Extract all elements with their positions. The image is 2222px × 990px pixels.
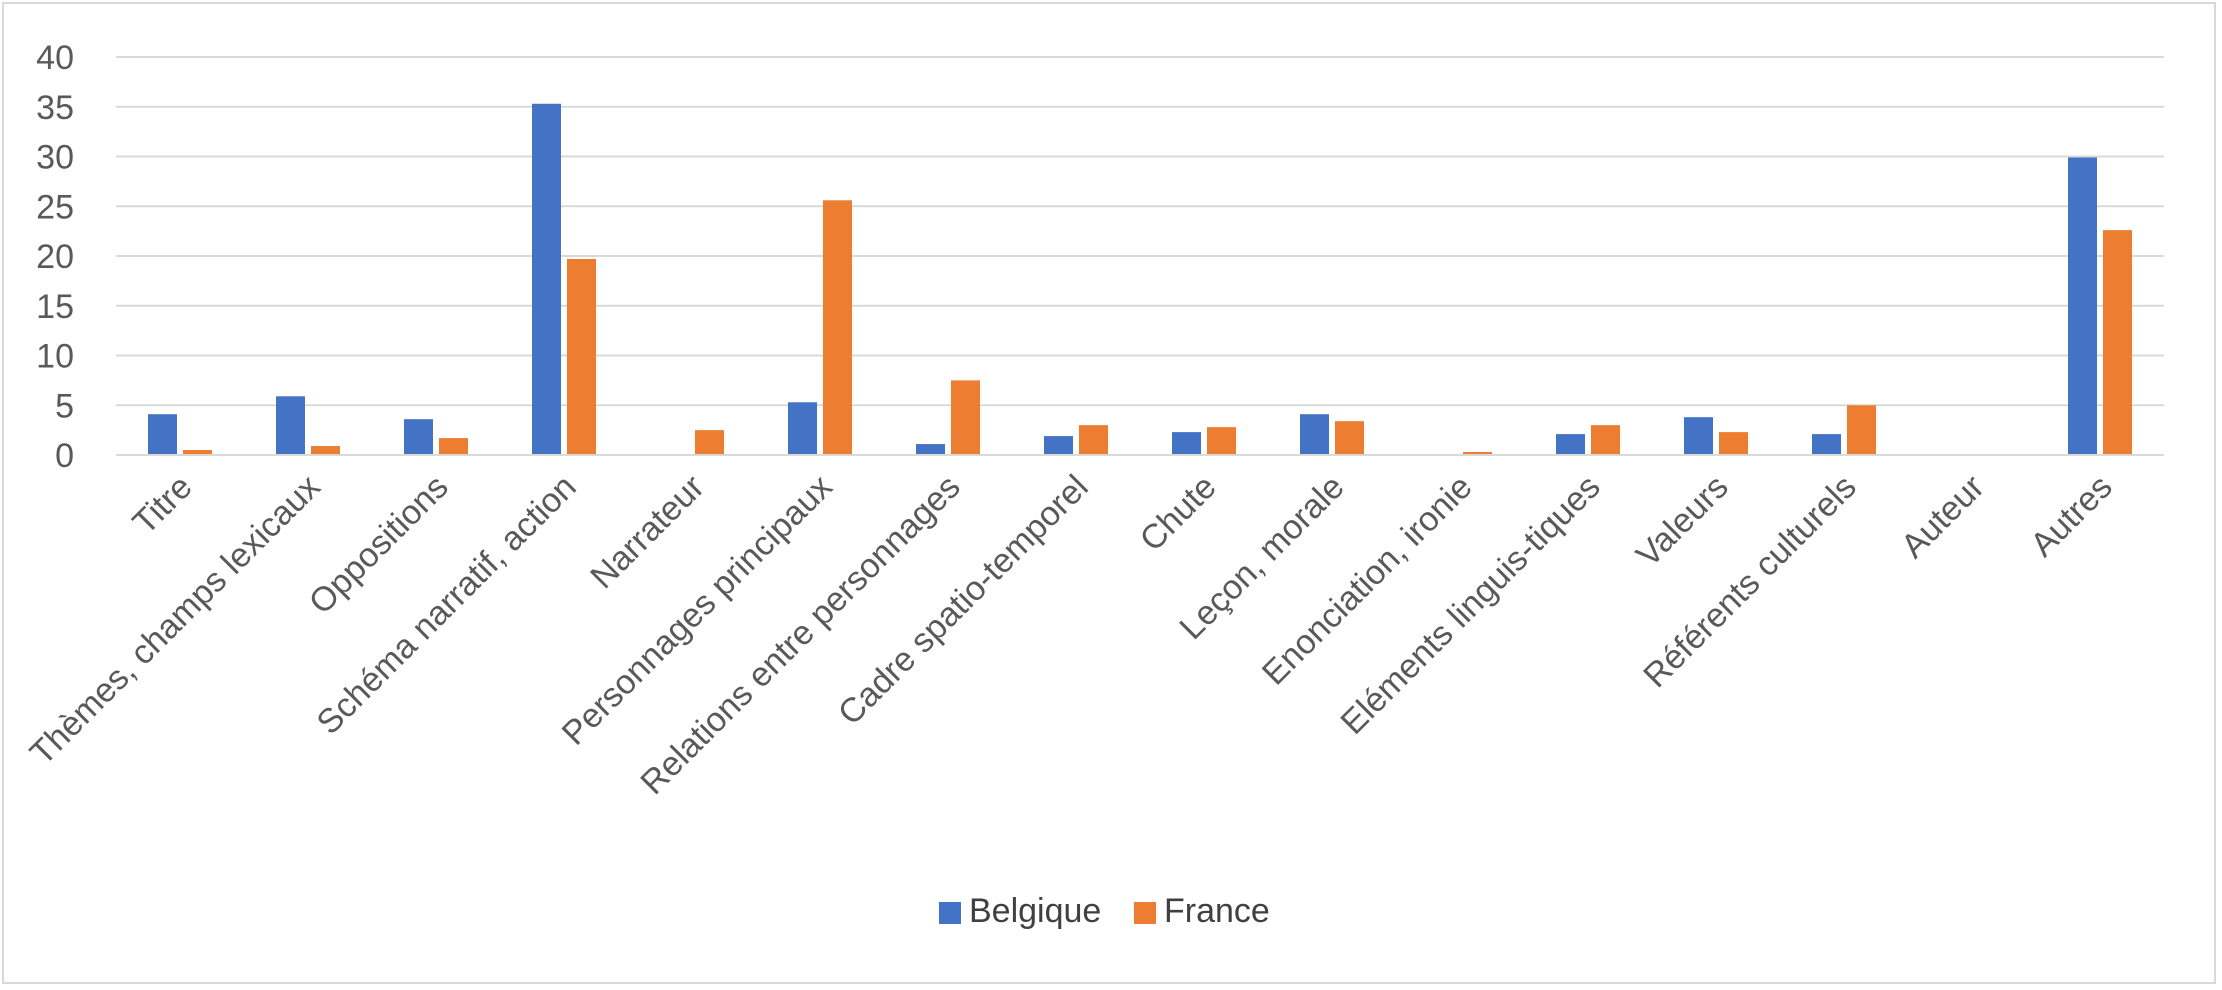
legend: Belgique France xyxy=(939,892,1270,930)
bar-france xyxy=(311,446,340,455)
x-category-label: Autres xyxy=(2023,468,2119,564)
y-tick-label: 10 xyxy=(36,338,74,376)
bar-belgique xyxy=(148,414,177,455)
bar-france xyxy=(823,200,852,455)
x-category-label: Cadre spatio-temporel xyxy=(831,468,1096,733)
y-tick-label: 40 xyxy=(36,39,74,77)
bar-belgique xyxy=(1172,432,1201,455)
legend-label-belgique: Belgique xyxy=(969,892,1101,930)
bar-belgique xyxy=(916,444,945,455)
bar-france xyxy=(2103,230,2132,455)
x-category-label: Chute xyxy=(1133,468,1224,559)
bar-france xyxy=(1207,427,1236,455)
x-category-label: Auteur xyxy=(1894,468,1992,566)
y-tick-label: 35 xyxy=(36,89,74,127)
bar-france xyxy=(1079,425,1108,455)
bar-belgique xyxy=(276,396,305,455)
bar-belgique xyxy=(1044,436,1073,455)
x-category-label: Schéma narratif, action xyxy=(310,468,584,742)
bar-france xyxy=(1719,432,1748,455)
x-category-label: Enonciation, ironie xyxy=(1255,468,1480,693)
bar-belgique xyxy=(2068,157,2097,455)
x-category-label: Narrateur xyxy=(583,468,711,596)
bar-belgique xyxy=(1300,414,1329,455)
bar-belgique xyxy=(532,103,561,455)
bar-france xyxy=(567,258,596,455)
bars xyxy=(148,103,2132,455)
legend-label-france: France xyxy=(1164,892,1270,930)
bar-france xyxy=(1847,405,1876,455)
y-tick-label: 15 xyxy=(36,288,74,326)
x-category-label: Référents culturels xyxy=(1636,468,1863,695)
y-tick-label: 0 xyxy=(55,437,74,475)
bar-france xyxy=(1591,425,1620,455)
bar-france xyxy=(695,430,724,455)
gridlines xyxy=(116,56,2164,407)
bar-france xyxy=(951,380,980,455)
bar-belgique xyxy=(788,402,817,455)
bar-belgique xyxy=(404,419,433,455)
bar-france xyxy=(439,438,468,455)
y-tick-label: 25 xyxy=(36,188,74,226)
x-category-label: Titre xyxy=(126,468,200,542)
bar-belgique xyxy=(1556,434,1585,455)
legend-swatch-belgique xyxy=(939,902,961,924)
y-tick-label: 20 xyxy=(36,238,74,276)
x-category-label: Eléments linguis-tiques xyxy=(1334,468,1608,742)
bar-france xyxy=(1335,421,1364,455)
y-tick-label: 30 xyxy=(36,139,74,177)
legend-swatch-france xyxy=(1134,902,1156,924)
y-tick-label: 5 xyxy=(55,387,74,425)
bar-france xyxy=(1463,452,1492,455)
bar-france xyxy=(183,450,212,455)
bar-belgique xyxy=(1812,434,1841,455)
x-category-label: Personnages principaux xyxy=(555,468,840,753)
y-axis-tick-labels: 0 5 10 15 20 25 30 35 40 xyxy=(36,39,74,475)
x-category-label: Valeurs xyxy=(1629,468,1736,575)
bar-belgique xyxy=(1684,417,1713,455)
